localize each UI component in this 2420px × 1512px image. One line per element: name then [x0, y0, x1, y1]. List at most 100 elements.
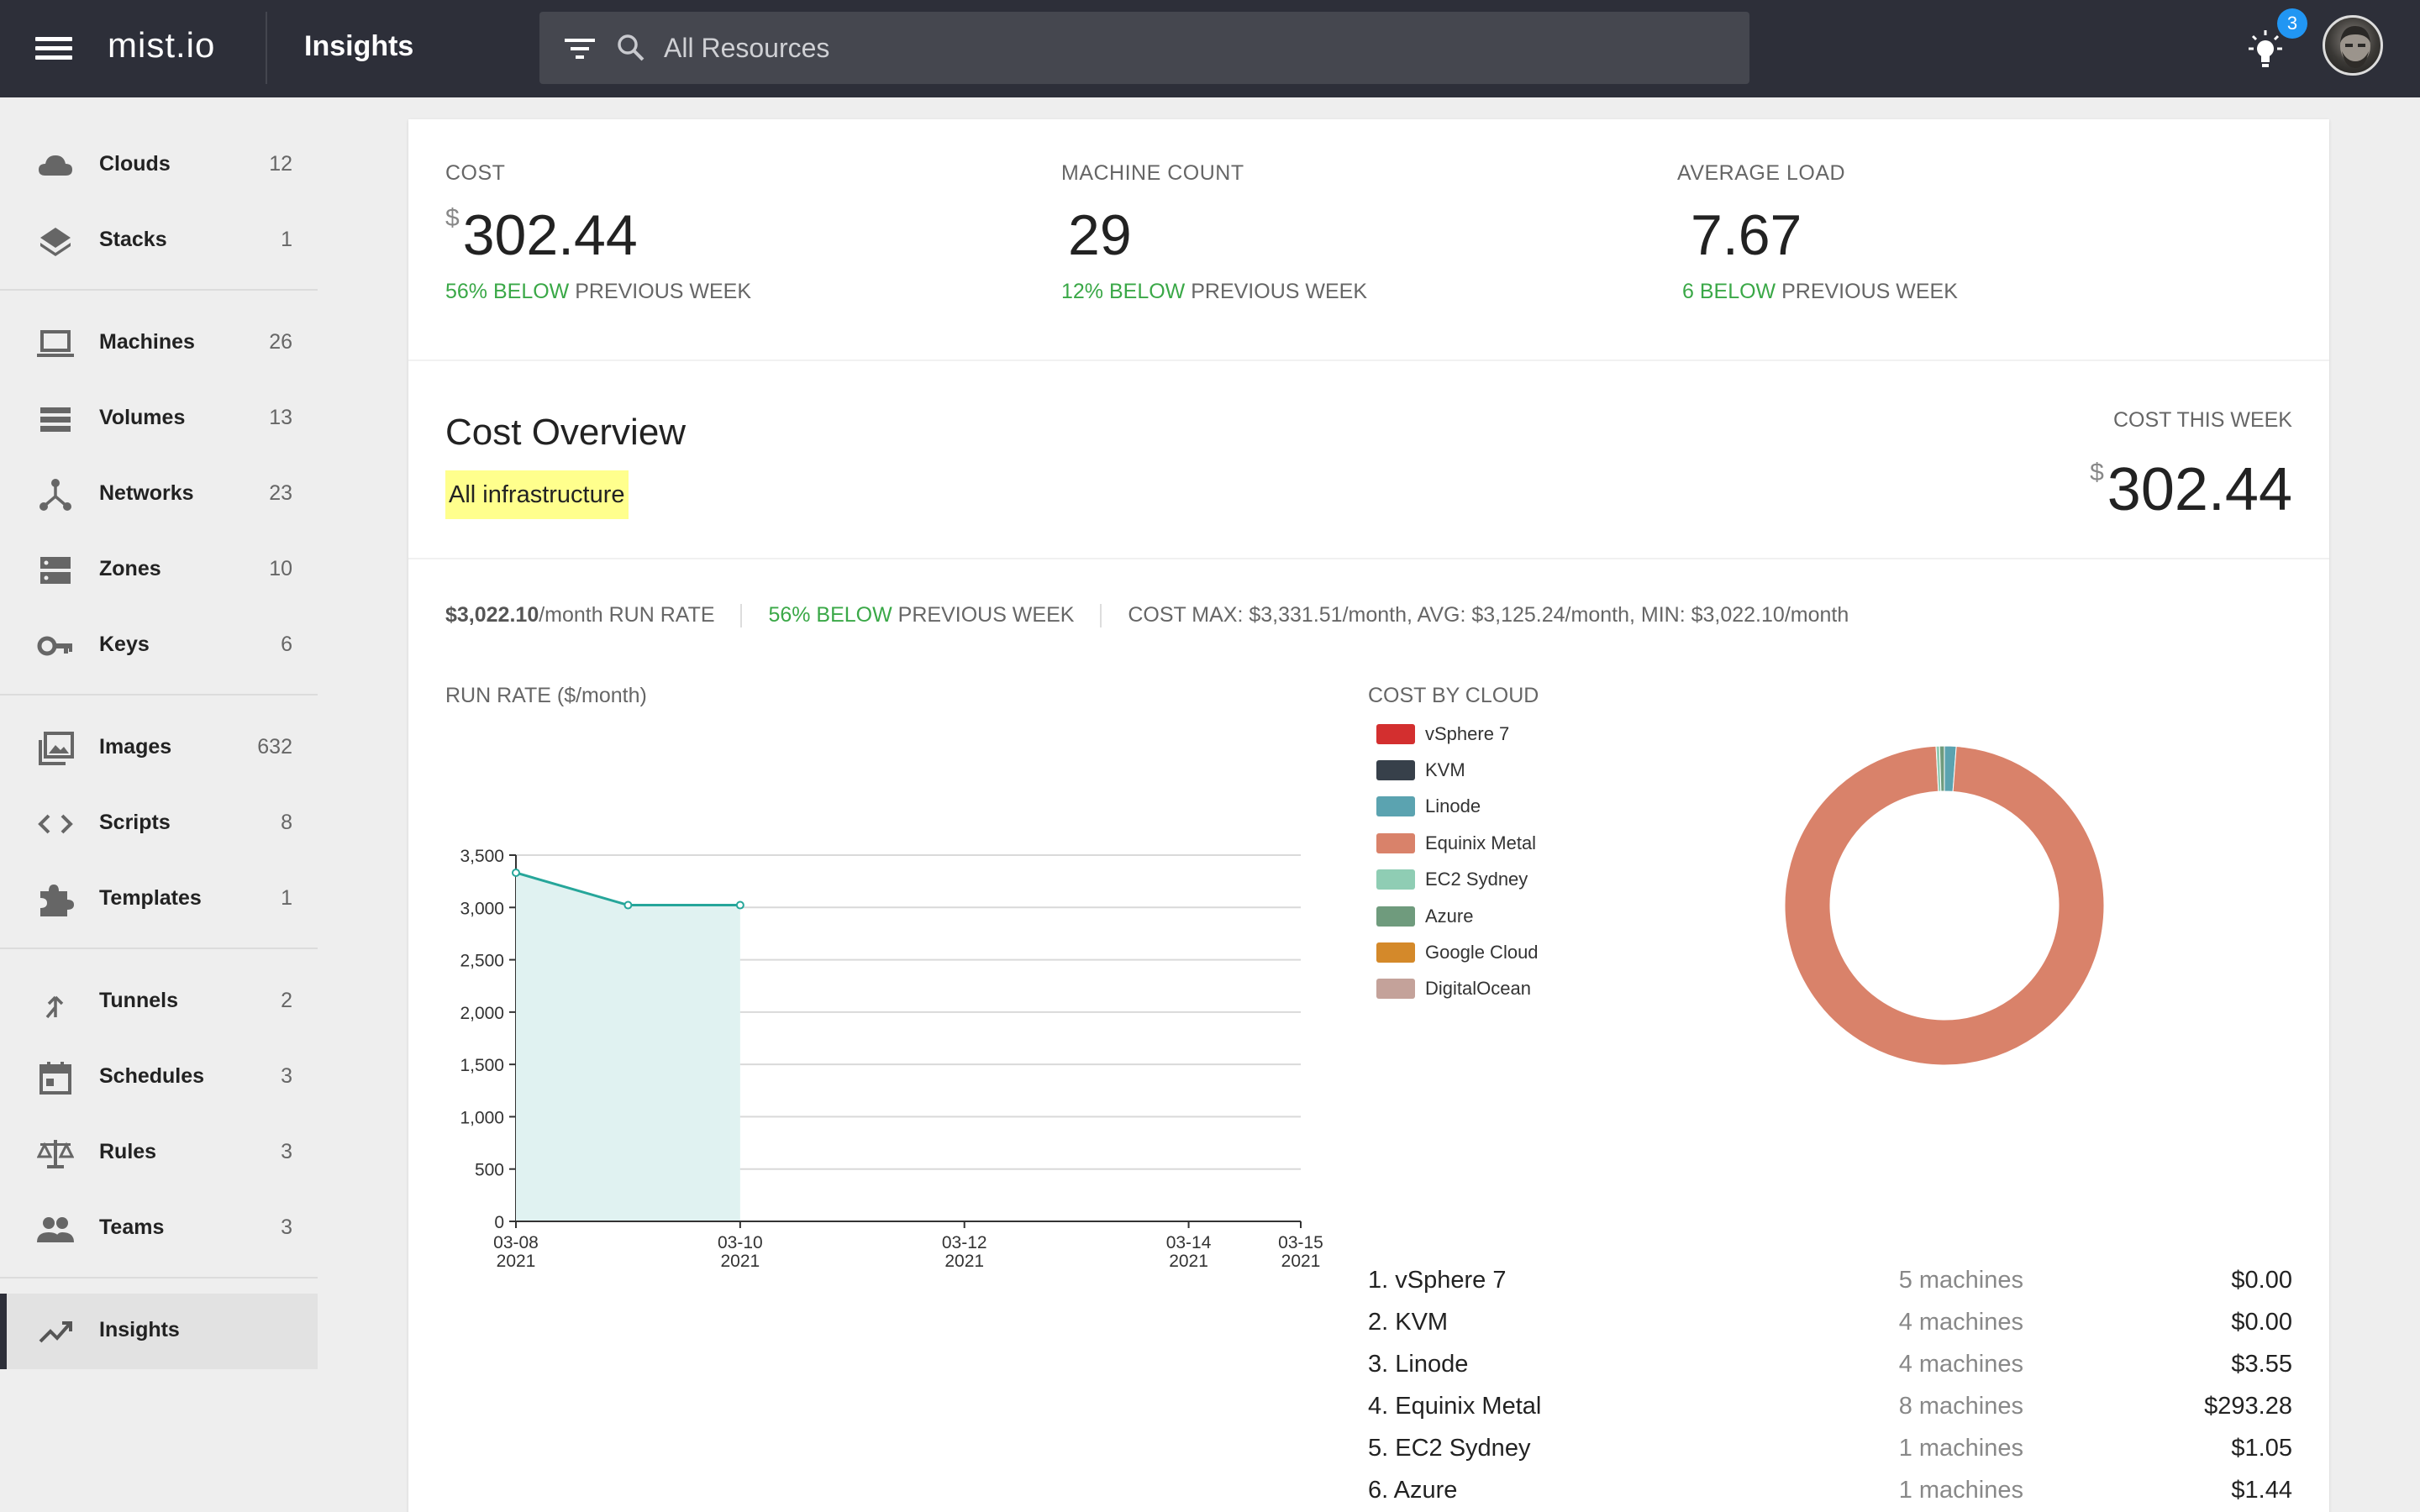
- sidebar-item-tunnels[interactable]: Tunnels 2: [0, 964, 318, 1040]
- code-icon: [38, 814, 73, 834]
- insights-card: COST $ 302.44 56% BELOW PREVIOUS WEEK MA…: [408, 119, 2329, 1512]
- sidebar-item-label: Schedules: [99, 1064, 205, 1088]
- sidebar-item-count: 8: [281, 811, 292, 834]
- sidebar-item-machines[interactable]: Machines 26: [0, 306, 318, 381]
- cost-stats: COST MAX: $3,331.51/month, AVG: $3,125.2…: [1128, 603, 1849, 627]
- trending-up-icon: [39, 1321, 72, 1343]
- search-input[interactable]: [664, 27, 1672, 69]
- puzzle-icon: [40, 885, 74, 916]
- sidebar-item-label: Keys: [99, 633, 150, 656]
- cloud-cost: $0.00: [2231, 1309, 2292, 1336]
- legend-swatch: [1376, 796, 1415, 817]
- filter-icon[interactable]: [565, 37, 595, 60]
- cloud-cost: $0.00: [2231, 1267, 2292, 1294]
- cost-by-cloud-list: 1. vSphere 7 5 machines $0.00 2. KVM 4 machi…: [1368, 1258, 2292, 1510]
- legend-item[interactable]: Linode: [1376, 789, 1539, 825]
- legend-item[interactable]: Google Cloud: [1376, 934, 1539, 970]
- stat-value: 7.67: [1677, 202, 1958, 268]
- tunnel-icon: [45, 995, 64, 1019]
- trend-suffix: PREVIOUS WEEK: [892, 603, 1075, 627]
- sidebar-item-teams[interactable]: Teams 3: [0, 1191, 318, 1267]
- infrastructure-filter-tag[interactable]: All infrastructure: [445, 470, 629, 519]
- stat-label: MACHINE COUNT: [1061, 161, 1244, 185]
- stat-number: 7.67: [1691, 203, 1802, 267]
- sidebar-item-insights[interactable]: Insights: [0, 1294, 318, 1369]
- cloud-cost: $1.44: [2231, 1477, 2292, 1504]
- network-icon: [39, 479, 71, 511]
- legend-item[interactable]: Equinix Metal: [1376, 825, 1539, 861]
- sidebar-item-keys[interactable]: Keys 6: [0, 608, 318, 684]
- legend-label: EC2 Sydney: [1425, 869, 1528, 890]
- legend-swatch: [1376, 906, 1415, 927]
- list-item: 3. Linode 4 machines $3.55: [1368, 1342, 2292, 1384]
- cloud-cost: $1.05: [2231, 1435, 2292, 1462]
- storage-icon: [40, 407, 71, 432]
- machine-count: 8 machines: [1898, 1393, 2023, 1420]
- section-divider: [408, 360, 2329, 361]
- legend-item[interactable]: Azure: [1376, 898, 1539, 934]
- currency-symbol: $: [445, 204, 460, 232]
- top-app-bar: mist.io Insights 3: [0, 0, 2420, 97]
- sidebar-item-stacks[interactable]: Stacks 1: [0, 203, 318, 279]
- list-item: 6. Azure 1 machines $1.44: [1368, 1468, 2292, 1510]
- stat-trend: 6 BELOW PREVIOUS WEEK: [1677, 280, 1958, 304]
- donut-slice[interactable]: [1939, 745, 1945, 792]
- y-tick-label: 3,500: [460, 847, 504, 866]
- sidebar-divider: [0, 1277, 318, 1278]
- layers-icon: [40, 228, 71, 256]
- sidebar-item-volumes[interactable]: Volumes 13: [0, 381, 318, 457]
- cloud-icon: [39, 155, 72, 176]
- y-tick-label: 1,500: [460, 1056, 504, 1075]
- x-tick-label: 2021: [497, 1252, 536, 1271]
- sidebar-item-images[interactable]: Images 632: [0, 711, 318, 786]
- sidebar-item-label: Images: [99, 735, 172, 759]
- sidebar-item-templates[interactable]: Templates 1: [0, 862, 318, 937]
- sidebar-item-scripts[interactable]: Scripts 8: [0, 786, 318, 862]
- run-rate-chart-title: RUN RATE ($/month): [445, 684, 647, 707]
- legend-label: Equinix Metal: [1425, 832, 1537, 853]
- sidebar-item-count: 3: [281, 1064, 292, 1088]
- data-point[interactable]: [735, 900, 744, 910]
- key-icon: [37, 636, 72, 656]
- x-tick-label: 03-08: [493, 1233, 539, 1252]
- sidebar-item-count: 13: [269, 406, 292, 429]
- machine-count: 1 machines: [1898, 1435, 2023, 1462]
- data-point[interactable]: [512, 868, 520, 877]
- hamburger-menu-icon[interactable]: [35, 32, 72, 66]
- x-tick-label: 2021: [1281, 1252, 1321, 1271]
- stat-value: 29: [1061, 202, 1367, 268]
- legend-item[interactable]: EC2 Sydney: [1376, 862, 1539, 898]
- stat-average-load: AVERAGE LOAD 7.67 6 BELOW PREVIOUS WEEK: [1677, 161, 1958, 304]
- list-item: 1. vSphere 7 5 machines $0.00: [1368, 1258, 2292, 1300]
- legend-item[interactable]: vSphere 7: [1376, 716, 1539, 752]
- cost-this-week-value: $ 302.44: [2090, 455, 2292, 524]
- list-item: 5. EC2 Sydney 1 machines $1.05: [1368, 1426, 2292, 1468]
- data-point[interactable]: [623, 900, 633, 910]
- lightbulb-icon[interactable]: [2245, 29, 2286, 72]
- legend-label: Azure: [1425, 905, 1474, 927]
- sidebar-item-count: 1: [281, 886, 292, 910]
- user-avatar[interactable]: [2323, 15, 2383, 76]
- sidebar-item-schedules[interactable]: Schedules 3: [0, 1040, 318, 1116]
- sidebar-item-label: Zones: [99, 557, 161, 580]
- sidebar-item-clouds[interactable]: Clouds 12: [0, 128, 318, 203]
- donut-slice[interactable]: [1784, 745, 2105, 1066]
- cloud-name: 2. KVM: [1368, 1309, 1449, 1336]
- cloud-name: 3. Linode: [1368, 1351, 1469, 1378]
- sidebar-item-networks[interactable]: Networks 23: [0, 457, 318, 533]
- legend-swatch: [1376, 979, 1415, 1000]
- inline-divider: [740, 604, 743, 628]
- run-rate-value: $3,022.10: [445, 603, 539, 627]
- trend-value: 12% BELOW: [1061, 280, 1186, 303]
- legend-item[interactable]: KVM: [1376, 752, 1539, 788]
- cost-by-cloud-donut-chart: [1784, 745, 2105, 1066]
- sidebar-item-label: Rules: [99, 1140, 157, 1163]
- sidebar-item-zones[interactable]: Zones 10: [0, 533, 318, 608]
- sidebar-item-rules[interactable]: Rules 3: [0, 1116, 318, 1191]
- sidebar-divider: [0, 289, 318, 291]
- topbar-divider: [266, 12, 267, 84]
- legend-label: DigitalOcean: [1425, 978, 1531, 1000]
- app-logo[interactable]: mist.io: [108, 25, 216, 65]
- legend-item[interactable]: DigitalOcean: [1376, 971, 1539, 1007]
- cost-this-week-number: 302.44: [2107, 456, 2292, 523]
